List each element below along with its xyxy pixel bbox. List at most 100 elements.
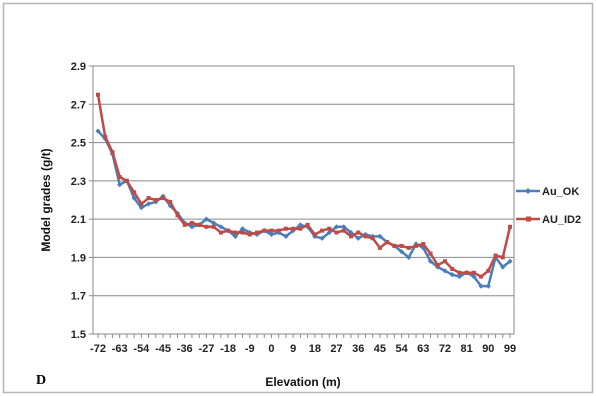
data-point-au-ok	[138, 205, 144, 211]
data-point-au-ok	[145, 201, 152, 207]
data-point-au-id2	[226, 228, 231, 233]
panel-label: D	[36, 373, 46, 388]
x-tick-label: 63	[417, 343, 429, 355]
y-axis-ticks: 1.5 1.7 1.9 2.1 2.3 2.5 2.7 2.9	[71, 61, 93, 341]
data-point-au-id2	[240, 230, 245, 235]
data-point-au-id2	[500, 255, 505, 260]
data-point-au-id2	[168, 199, 173, 204]
x-tick-label: 99	[504, 343, 516, 355]
y-tick-label: 1.7	[71, 291, 86, 303]
legend-marker	[525, 188, 531, 194]
x-tick-label: 18	[309, 343, 321, 355]
data-point-au-ok	[218, 224, 224, 230]
data-point-au-id2	[457, 270, 462, 275]
data-point-au-ok	[348, 229, 354, 236]
x-tick-label: 45	[374, 343, 386, 355]
data-point-au-id2	[110, 150, 115, 155]
data-point-au-id2	[327, 226, 332, 231]
data-point-au-id2	[124, 178, 129, 183]
y-tick-label: 2.1	[71, 214, 86, 226]
data-point-au-id2	[421, 242, 426, 247]
data-point-au-id2	[305, 222, 310, 227]
data-point-au-id2	[442, 259, 447, 264]
data-point-au-ok	[326, 229, 332, 236]
x-tick-label: -27	[198, 343, 214, 355]
x-tick-label: -54	[133, 343, 150, 355]
legend: Au_OK AU_ID2	[516, 186, 581, 226]
data-point-au-ok	[471, 273, 477, 280]
data-point-au-ok	[420, 245, 426, 251]
legend-marker	[526, 216, 531, 222]
data-point-au-id2	[96, 92, 100, 97]
data-point-au-id2	[218, 230, 223, 235]
data-point-au-id2	[103, 134, 108, 139]
data-point-au-id2	[132, 190, 137, 195]
data-point-au-id2	[182, 222, 187, 227]
data-point-au-id2	[197, 222, 202, 227]
y-tick-label: 2.5	[71, 138, 86, 150]
data-point-au-id2	[161, 196, 166, 201]
data-point-au-ok	[507, 258, 513, 264]
data-point-au-id2	[464, 270, 469, 275]
data-point-au-ok	[117, 182, 123, 188]
data-point-au-id2	[291, 226, 296, 231]
data-point-au-id2	[175, 213, 180, 218]
data-point-au-id2	[508, 224, 512, 229]
x-tick-label: 90	[482, 343, 494, 355]
x-tick-label: -18	[220, 343, 236, 355]
data-point-au-id2	[204, 224, 209, 229]
x-tick-label: 72	[439, 343, 451, 355]
data-point-au-ok	[203, 216, 210, 222]
data-point-au-ok	[268, 231, 275, 238]
data-point-au-ok	[406, 254, 412, 261]
data-point-au-id2	[117, 175, 122, 180]
x-tick-label: -36	[177, 343, 193, 355]
data-point-au-id2	[211, 224, 216, 229]
data-point-au-id2	[392, 243, 397, 248]
data-point-au-ok	[341, 224, 347, 230]
data-point-au-id2	[139, 201, 144, 206]
data-point-au-id2	[283, 226, 288, 231]
data-point-au-id2	[341, 228, 346, 233]
data-point-au-id2	[363, 234, 368, 239]
data-point-au-id2	[269, 228, 274, 233]
x-tick-label: 54	[395, 343, 408, 355]
data-point-au-id2	[406, 245, 411, 250]
x-tick-label: -45	[155, 343, 171, 355]
data-point-au-ok	[211, 220, 217, 226]
data-point-au-ok	[189, 224, 195, 230]
x-tick-label: 81	[461, 343, 473, 355]
data-point-au-id2	[153, 198, 158, 202]
x-tick-label: 36	[352, 343, 364, 355]
data-point-au-ok	[355, 235, 361, 241]
data-point-au-id2	[428, 251, 433, 256]
data-point-au-ok	[485, 283, 491, 289]
data-point-au-ok	[319, 235, 325, 241]
data-point-au-ok	[398, 249, 405, 255]
data-point-au-ok	[442, 268, 448, 274]
data-point-au-ok	[500, 264, 506, 270]
data-point-au-id2	[312, 232, 317, 237]
plot-area	[92, 65, 515, 335]
data-point-au-id2	[298, 226, 303, 231]
y-tick-label: 2.9	[71, 61, 86, 73]
data-point-au-id2	[334, 230, 339, 235]
data-point-au-ok	[131, 195, 137, 201]
x-tick-label: 27	[330, 343, 342, 355]
legend-label: AU_ID2	[542, 214, 581, 226]
y-tick-label: 2.3	[71, 176, 86, 188]
y-tick-label: 1.5	[71, 329, 86, 341]
data-point-au-ok	[232, 233, 238, 239]
data-point-au-id2	[189, 220, 194, 225]
series-layer	[95, 92, 513, 289]
x-tick-label: -72	[90, 343, 106, 355]
data-point-au-id2	[486, 268, 491, 273]
data-point-au-id2	[348, 234, 353, 239]
data-point-au-ok	[283, 233, 289, 239]
data-point-au-ok	[377, 233, 383, 239]
data-point-au-ok	[478, 283, 484, 289]
y-axis-title: Model grades (g/t)	[39, 148, 53, 251]
data-point-au-id2	[385, 240, 390, 245]
data-point-au-ok	[333, 224, 340, 230]
